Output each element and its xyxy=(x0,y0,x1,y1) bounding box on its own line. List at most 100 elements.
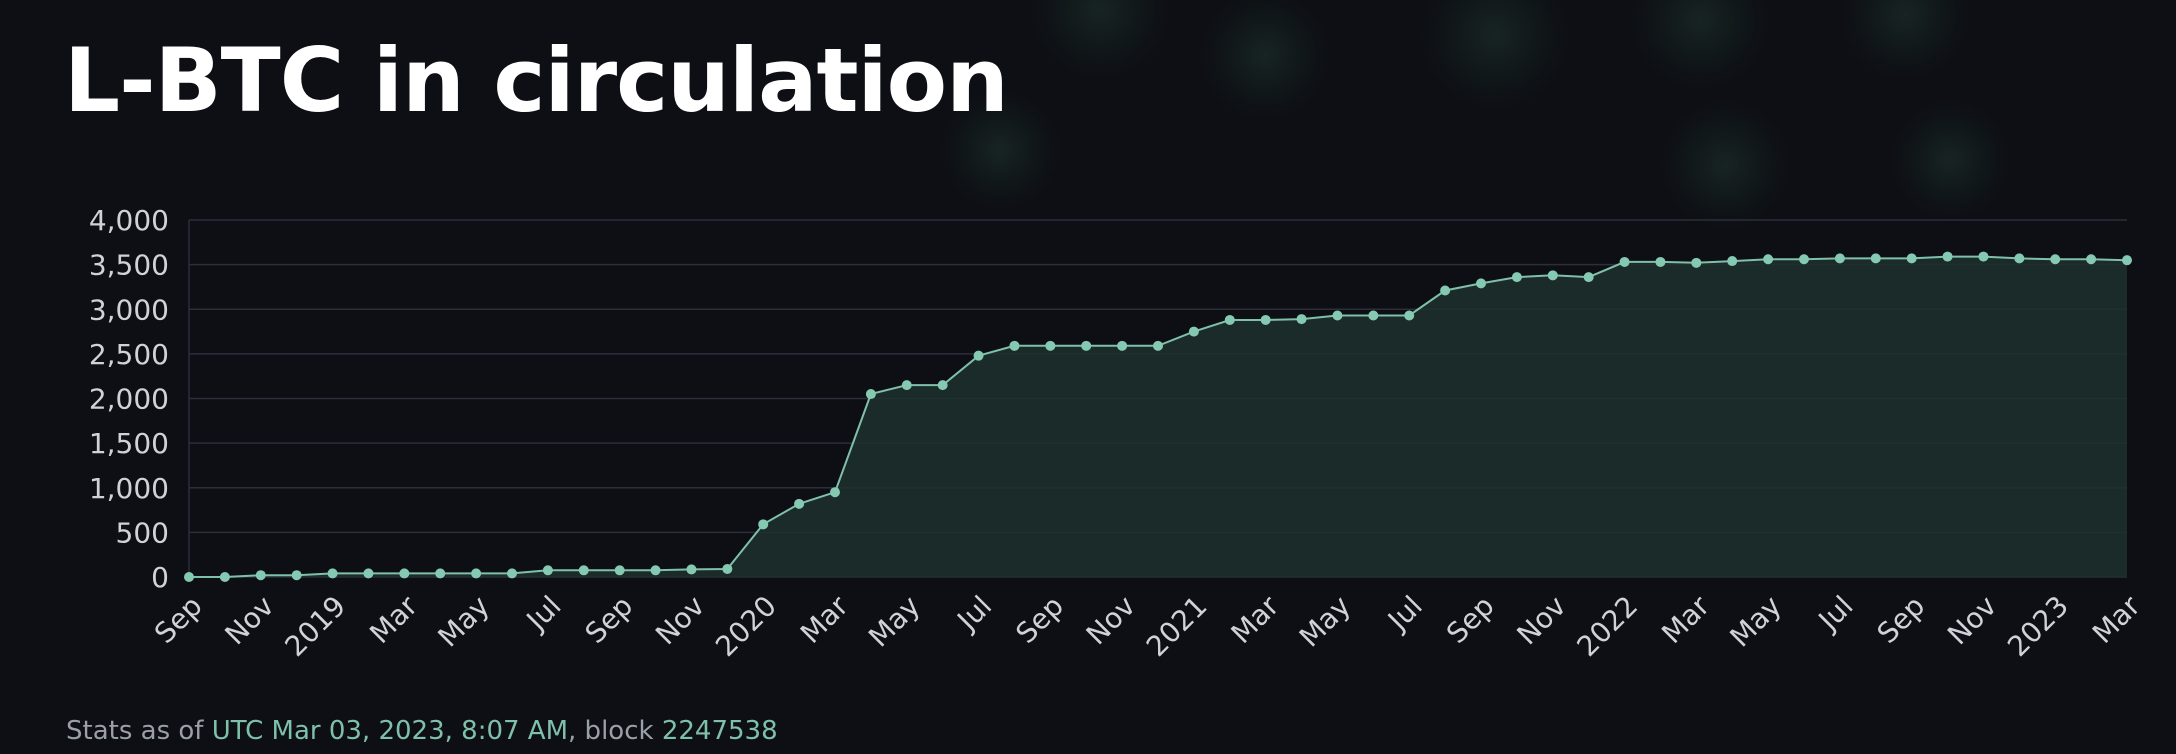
data-point xyxy=(1117,340,1128,351)
data-point xyxy=(722,563,733,574)
data-point xyxy=(1009,340,1020,351)
data-point xyxy=(363,568,374,579)
data-point xyxy=(865,389,876,400)
x-tick-label: Jul xyxy=(1380,589,1429,638)
data-point xyxy=(1763,254,1774,265)
x-tick-label: Jul xyxy=(519,589,568,638)
stats-timestamp: UTC Mar 03, 2023, 8:07 AM xyxy=(211,716,569,746)
data-point xyxy=(614,565,625,576)
x-tick-label: Nov xyxy=(1080,589,1142,651)
data-point xyxy=(435,568,446,579)
data-point xyxy=(1691,257,1702,268)
data-point xyxy=(291,570,302,581)
data-point xyxy=(1045,340,1056,351)
x-tick-label: 2022 xyxy=(1570,589,1644,663)
data-point xyxy=(686,564,697,575)
x-tick-label: Sep xyxy=(1871,589,1932,650)
data-point xyxy=(1870,253,1881,264)
data-point xyxy=(1368,310,1379,321)
x-tick-label: Jul xyxy=(1811,589,1860,638)
x-tick-label: 2019 xyxy=(278,589,352,663)
data-point xyxy=(219,572,230,582)
y-tick-label: 1,500 xyxy=(89,427,169,460)
data-point xyxy=(399,568,410,579)
data-point xyxy=(758,519,769,530)
x-tick-label: Mar xyxy=(1655,589,1716,650)
data-point xyxy=(507,568,517,579)
x-tick-label: Sep xyxy=(579,589,640,650)
y-tick-label: 3,000 xyxy=(89,293,169,326)
data-point xyxy=(2050,254,2061,265)
x-tick-label: Mar xyxy=(1225,589,1286,650)
data-point xyxy=(1583,272,1594,283)
y-tick-label: 1,000 xyxy=(89,472,169,505)
stats-footer: Stats as of UTC Mar 03, 2023, 8:07 AM, b… xyxy=(66,716,778,746)
x-tick-label: May xyxy=(862,589,926,653)
data-point xyxy=(1153,340,1163,351)
x-tick-label: Sep xyxy=(1009,589,1070,650)
data-point xyxy=(830,487,840,498)
data-point xyxy=(650,565,661,576)
data-point xyxy=(1404,310,1415,321)
x-tick-label: Nov xyxy=(1510,589,1572,651)
x-tick-label: May xyxy=(431,589,495,653)
y-tick-label: 0 xyxy=(151,561,169,594)
data-point xyxy=(1440,285,1451,296)
data-point xyxy=(1978,251,1989,262)
series-area xyxy=(189,256,2127,577)
x-tick-label: Sep xyxy=(1440,589,1501,650)
data-point xyxy=(1942,251,1953,262)
data-point xyxy=(1727,256,1738,267)
x-tick-label: Nov xyxy=(218,589,280,651)
y-tick-label: 4,000 xyxy=(89,204,169,237)
x-tick-label: Jul xyxy=(950,589,999,638)
y-tick-label: 2,000 xyxy=(89,383,169,416)
y-tick-label: 500 xyxy=(116,516,169,549)
x-tick-label: 2021 xyxy=(1140,589,1214,663)
y-tick-label: 2,500 xyxy=(89,338,169,371)
x-tick-label: 2023 xyxy=(2001,589,2075,663)
data-point xyxy=(1332,310,1343,321)
x-tick-label: May xyxy=(1293,589,1357,653)
data-point xyxy=(973,350,984,361)
x-tick-label: Mar xyxy=(363,589,424,650)
data-point xyxy=(1619,256,1630,267)
data-point xyxy=(2122,255,2132,266)
x-tick-label: Nov xyxy=(1941,589,2003,651)
data-point xyxy=(184,572,194,582)
x-tick-label: Sep xyxy=(148,589,209,650)
data-point xyxy=(471,568,482,579)
data-point xyxy=(1081,340,1092,351)
data-point xyxy=(794,498,805,509)
stats-prefix: Stats as of xyxy=(66,716,204,746)
x-tick-label: May xyxy=(1723,589,1787,653)
data-point xyxy=(1547,270,1558,281)
data-point xyxy=(937,380,948,391)
data-point xyxy=(1655,256,1666,267)
data-point xyxy=(1476,278,1486,289)
data-point xyxy=(1224,314,1235,325)
x-tick-label: Mar xyxy=(794,589,855,650)
data-point xyxy=(1260,314,1271,325)
data-point xyxy=(2014,253,2025,264)
data-point xyxy=(542,565,553,576)
data-point xyxy=(1799,254,1809,265)
data-point xyxy=(901,380,912,391)
data-point xyxy=(1296,314,1307,325)
page-title: L-BTC in circulation xyxy=(64,29,1009,132)
data-point xyxy=(255,570,266,581)
x-tick-label: 2020 xyxy=(709,589,783,663)
x-tick-label: Mar xyxy=(2086,589,2147,650)
data-point xyxy=(327,568,338,579)
data-point xyxy=(1834,253,1845,264)
y-tick-label: 3,500 xyxy=(89,249,169,282)
x-tick-label: Nov xyxy=(649,589,711,651)
stats-separator: , block xyxy=(568,716,654,746)
data-point xyxy=(1906,253,1917,264)
data-point xyxy=(1188,326,1199,337)
data-point xyxy=(2086,254,2097,265)
data-point xyxy=(1511,272,1522,283)
block-height: 2247538 xyxy=(661,716,778,746)
data-point xyxy=(578,565,589,576)
